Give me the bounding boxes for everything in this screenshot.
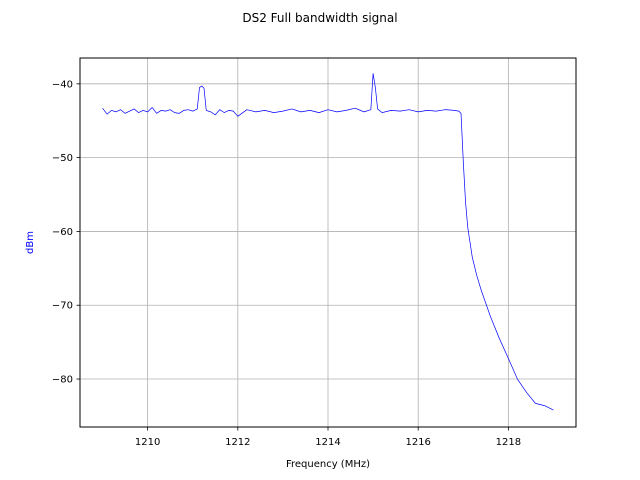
grid <box>80 58 576 427</box>
data-line-group <box>102 73 554 411</box>
y-tick-label: −80 <box>52 375 73 386</box>
x-tick-label: 1216 <box>405 437 430 448</box>
chart-title: DS2 Full bandwidth signal <box>242 11 397 25</box>
y-axis-label: dBm <box>25 231 36 254</box>
x-tick-label: 1210 <box>135 437 160 448</box>
signal-line <box>102 73 554 411</box>
x-axis: 1210 1212 1214 1216 1218 <box>135 427 521 448</box>
x-tick-label: 1218 <box>496 437 521 448</box>
x-axis-label: Frequency (MHz) <box>286 459 370 470</box>
y-tick-label: −50 <box>52 153 73 164</box>
y-tick-label: −70 <box>52 301 73 312</box>
y-tick-label: −40 <box>52 79 73 90</box>
x-tick-label: 1212 <box>225 437 250 448</box>
y-tick-label: −60 <box>52 227 73 238</box>
y-axis: −80 −70 −60 −50 −40 <box>52 79 80 386</box>
x-tick-label: 1214 <box>315 437 340 448</box>
